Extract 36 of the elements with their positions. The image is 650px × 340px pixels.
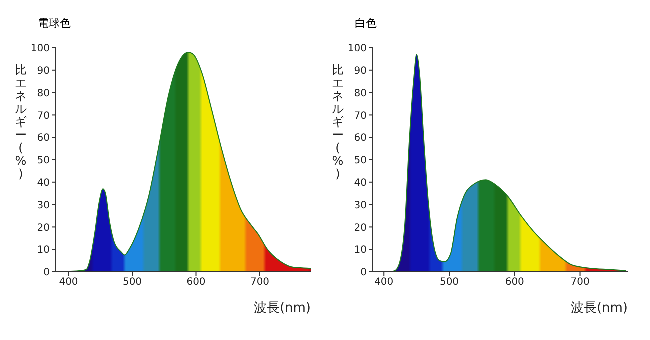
text: 比エネルギー(%) [15, 63, 27, 181]
x-tick-label: 700 [250, 277, 270, 288]
x-axis-title: 波長(nm) [254, 301, 311, 316]
y-tick-label: 50 [354, 156, 367, 167]
y-tick-label: 80 [37, 88, 50, 100]
x-axis-title: 波長(nm) [570, 301, 628, 316]
y-tick-label: 20 [354, 222, 367, 234]
y-tick-label: 40 [354, 178, 367, 189]
y-tick-label: 100 [30, 44, 50, 55]
chart-title: 白色 [355, 16, 377, 31]
y-tick-label: 80 [354, 88, 367, 100]
y-tick-label: 0 [360, 268, 367, 279]
y-tick-label: 60 [37, 133, 50, 144]
y-tick-label: 10 [354, 245, 367, 256]
y-tick-label: 60 [354, 133, 367, 144]
y-tick-label: 90 [37, 66, 50, 77]
y-tick-label: 100 [348, 44, 367, 55]
chart-title: 電球色 [38, 16, 71, 31]
y-tick-label: 40 [37, 178, 50, 189]
y-tick-label: 30 [37, 200, 50, 212]
x-tick-label: 500 [122, 277, 142, 288]
x-tick-label: 700 [570, 277, 590, 288]
y-tick-label: 20 [37, 222, 50, 234]
y-tick-label: 30 [354, 200, 367, 212]
text: 比エネルギー(%) [332, 63, 344, 181]
x-tick-label: 400 [374, 277, 394, 288]
y-tick-label: 90 [354, 66, 367, 77]
x-tick-label: 400 [59, 277, 78, 288]
y-tick-label: 70 [354, 110, 367, 122]
x-tick-label: 500 [440, 277, 460, 288]
y-tick-label: 10 [37, 245, 50, 256]
x-tick-label: 600 [186, 277, 206, 288]
y-tick-label: 0 [44, 268, 50, 279]
x-tick-label: 600 [505, 277, 524, 288]
y-tick-label: 50 [37, 156, 50, 167]
y-tick-label: 70 [37, 110, 50, 122]
